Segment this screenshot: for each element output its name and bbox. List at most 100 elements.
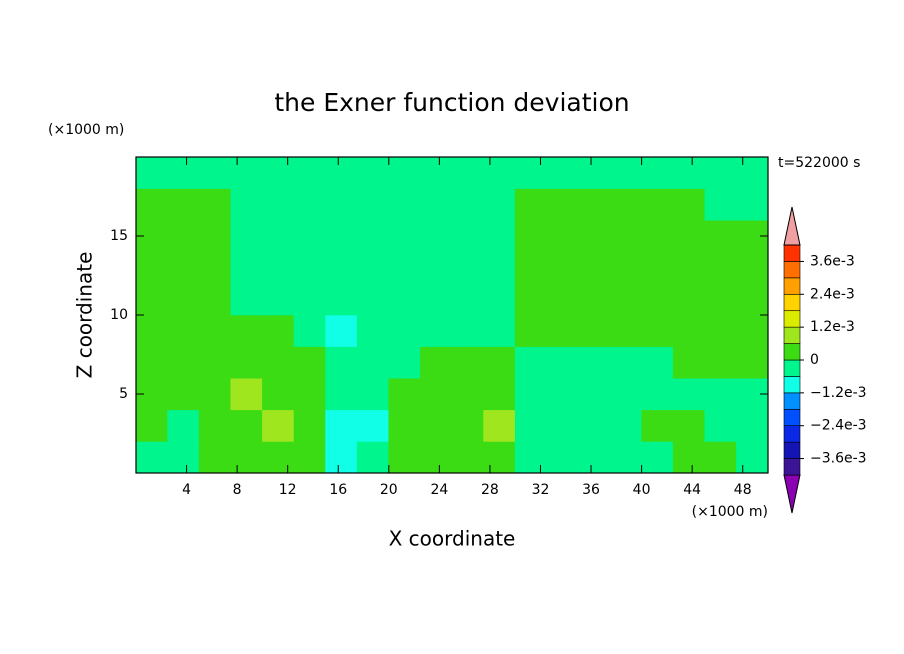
contour-cell [609,219,642,253]
contour-cell [609,156,642,189]
contour-cell [704,377,737,411]
contour-cell [546,283,579,316]
contour-cell [609,283,642,316]
contour-cell [451,156,484,189]
contour-cell [198,409,232,442]
contour-cell [514,346,548,379]
contour-cell [388,156,421,189]
colorbar-box [783,261,801,279]
contour-cell [167,219,200,253]
colorbar-box [783,326,801,344]
contour-cell [262,188,295,221]
contour-cell [262,219,295,253]
contour-cell [198,283,232,316]
contour-cell [167,409,200,442]
contour-cell [293,441,326,474]
x-tick-label: 16 [329,482,347,498]
contour-cell [230,377,263,411]
contour-cell [704,156,737,189]
contour-cell [514,283,548,316]
contour-cell [483,156,516,189]
contour-cell [672,409,706,442]
contour-cell [641,377,674,411]
contour-cell [356,346,390,379]
x-tick-label: 32 [532,482,550,498]
contour-cell [451,219,484,253]
contour-cell [546,219,579,253]
contour-cell [356,409,390,442]
contour-cell [135,188,168,221]
contour-cell [578,156,611,189]
contour-cell [420,377,453,411]
contour-cell [514,314,548,347]
contour-cell [514,441,548,474]
contour-cell [293,346,326,379]
contour-cell [483,188,516,221]
contour-cell [704,251,737,284]
contour-cell [325,219,358,253]
contour-cell [135,346,168,379]
chart-title: the Exner function deviation [274,88,629,117]
colorbar-box [783,376,801,394]
contour-cell [356,219,390,253]
contour-cell [198,156,232,189]
contour-cell [388,188,421,221]
contour-cell [483,219,516,253]
contour-cell [546,188,579,221]
contour-cell [198,219,232,253]
x-tick-label: 12 [279,482,297,498]
contour-cell [546,409,579,442]
contour-cell [672,441,706,474]
contour-cell [451,409,484,442]
contour-cell [546,441,579,474]
contour-cell [578,346,611,379]
contour-cell [704,409,737,442]
contour-cell [451,346,484,379]
contour-cell [451,188,484,221]
contour-cell [388,409,421,442]
colorbar-label: 2.4e-3 [810,286,855,302]
contour-cell [578,251,611,284]
contour-cell [230,314,263,347]
x-unit: (×1000 m) [692,504,768,520]
contour-cell [167,283,200,316]
contour-cell [514,156,548,189]
contour-cell [672,283,706,316]
colorbar-box [783,293,801,312]
contour-cell [483,377,516,411]
contour-cell [325,188,358,221]
contour-cell [262,346,295,379]
contour-cell [356,156,390,189]
contour-cell [609,251,642,284]
contour-cell [230,283,263,316]
contour-cell [420,156,453,189]
contour-cell [641,441,674,474]
contour-cell [420,219,453,253]
x-tick-label: 8 [233,482,242,498]
contour-cell [293,219,326,253]
contour-cell [704,188,737,221]
contour-cell [198,377,232,411]
contour-cell [609,441,642,474]
x-tick-label: 28 [481,482,499,498]
contour-cell [262,156,295,189]
contour-cell [325,314,358,347]
colorbar-box [783,244,801,262]
colorbar-label: 1.2e-3 [810,319,855,335]
contour-cell [578,409,611,442]
contour-cell [388,283,421,316]
contour-cell [609,377,642,411]
contour-cell [325,441,358,474]
contour-cell [356,188,390,221]
contour-cell [325,346,358,379]
contour-cell [198,188,232,221]
contour-cell [641,219,674,253]
contour-cell [167,251,200,284]
contour-cell [356,283,390,316]
contour-cell [388,219,421,253]
contour-cell [736,188,769,221]
contour-cell [546,314,579,347]
x-tick-label: 20 [380,482,398,498]
contour-cell [546,346,579,379]
